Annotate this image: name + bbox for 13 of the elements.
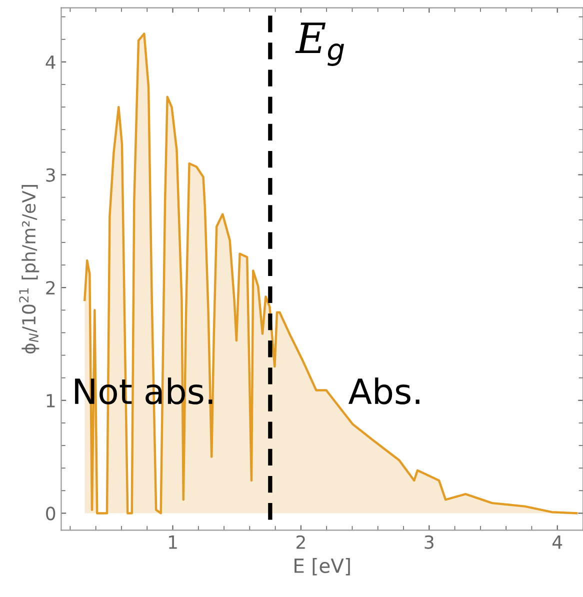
x-tick-label: 1 [168,536,177,549]
y-tick-label: 2 [46,281,55,294]
y-tick-label: 1 [46,394,55,408]
ref-line-label: E$_{g}$ [295,22,344,66]
y-axis-title: ϕ$_{N}$/10$^{21}$ [ph/m²/eV] [19,185,40,354]
x-tick-label: 3 [424,535,434,549]
x-axis-title: E [eV] [294,558,350,576]
y-tick-label: 3 [46,168,55,182]
annotation: Abs. [348,378,420,404]
x-tick-label: 4 [552,536,562,549]
y-tick-label: 4 [46,56,56,69]
y-tick-label: 0 [46,506,56,520]
x-tick-label: 2 [296,535,305,549]
